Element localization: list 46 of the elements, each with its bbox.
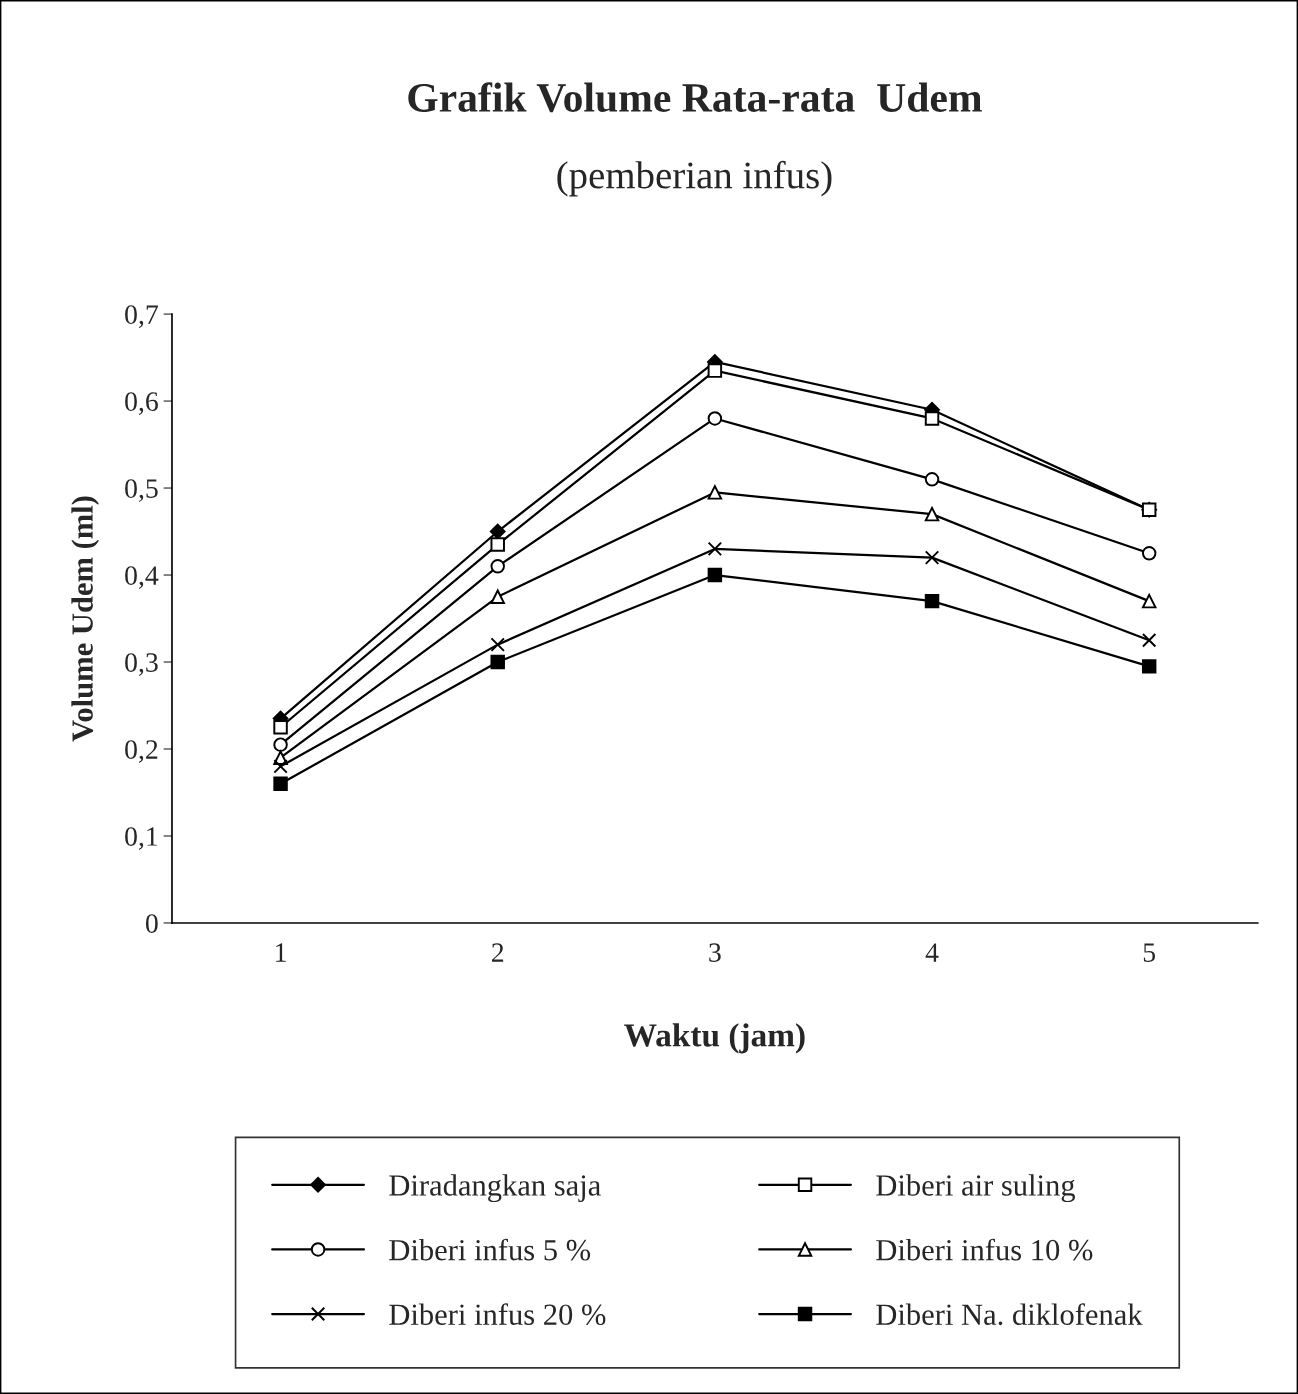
point	[490, 654, 505, 670]
y-tick-label: 0,7	[125, 305, 158, 328]
point	[707, 363, 723, 378]
legend-label: Diberi infus 10 %	[876, 1238, 1093, 1261]
x-tick-label: 5	[1143, 943, 1156, 962]
y-tick-label: 0	[145, 914, 158, 933]
point	[924, 472, 940, 487]
y-tick-label: 0,1	[125, 827, 158, 850]
x-tick-label: 2	[491, 943, 504, 962]
legend-label: Diberi air suling	[876, 1174, 1075, 1203]
x-tick-label: 4	[925, 943, 939, 962]
y-tick-label: 0,4	[125, 566, 159, 589]
legend-label: Diberi infus 5 %	[389, 1238, 591, 1261]
point	[924, 411, 940, 426]
y-axis-title: Volume Udem (ml)	[71, 496, 100, 742]
point	[707, 485, 723, 500]
legend-label: Diradangkan saja	[389, 1174, 601, 1203]
legend-label: Diberi infus 20 %	[389, 1303, 606, 1326]
point	[1141, 659, 1157, 674]
y-tick-label: 0,5	[125, 479, 158, 502]
point	[707, 567, 723, 583]
point	[1141, 546, 1157, 561]
point	[924, 593, 940, 609]
point	[489, 523, 506, 540]
point	[273, 759, 288, 774]
y-tick-label: 0,6	[125, 392, 158, 415]
point	[924, 506, 940, 522]
x-axis-title: Waktu (jam)	[624, 1023, 805, 1054]
point	[490, 537, 505, 552]
y-tick-label: 0,3	[125, 653, 158, 676]
point	[273, 776, 288, 792]
chart-title: Grafik Volume Rata-rata Udem	[408, 82, 982, 113]
x-tick-label: 3	[709, 943, 721, 962]
point	[1141, 633, 1157, 648]
point	[707, 411, 723, 426]
point	[490, 637, 505, 652]
point	[273, 720, 288, 735]
chart-subtitle: (pemberian infus)	[557, 160, 832, 197]
point	[707, 541, 723, 557]
point	[273, 737, 288, 752]
point	[924, 550, 940, 565]
point	[490, 559, 505, 574]
y-tick-label: 0,2	[125, 740, 158, 763]
point	[1141, 593, 1157, 609]
x-tick-label: 1	[276, 943, 286, 962]
legend-label: Diberi Na. diklofenak	[876, 1303, 1143, 1326]
